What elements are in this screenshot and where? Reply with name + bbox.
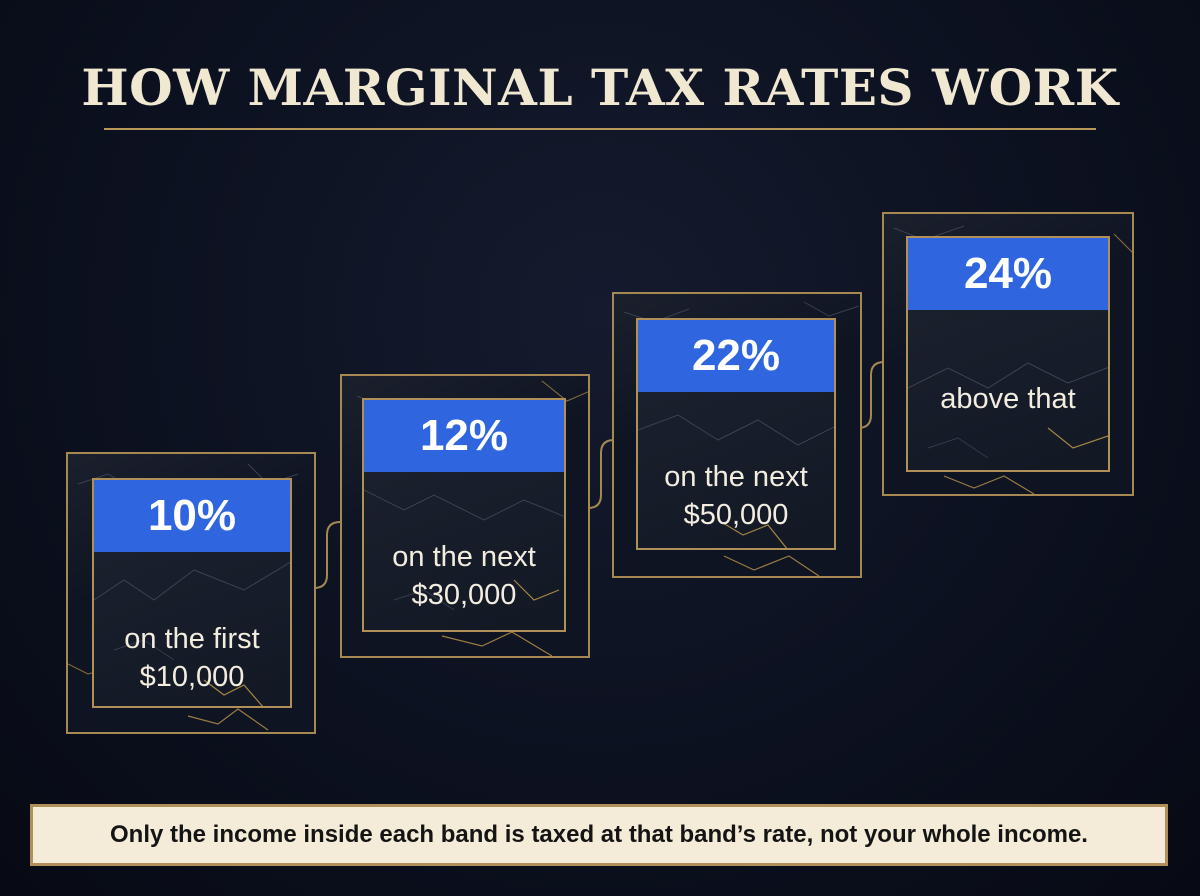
band-description-line-1: on the next bbox=[664, 461, 808, 493]
marble-texture bbox=[638, 414, 834, 548]
band-card-2: 12% on the next $30,000 bbox=[362, 398, 566, 632]
band-description-line-1: on the first bbox=[124, 623, 260, 655]
band-description: above that bbox=[908, 380, 1108, 418]
band-card-1: 10% on the first $10,000 bbox=[92, 478, 292, 708]
connector-2-3 bbox=[566, 439, 636, 509]
footer-note: Only the income inside each band is taxe… bbox=[30, 804, 1168, 866]
marble-texture bbox=[364, 489, 564, 611]
band-description: on the next $50,000 bbox=[638, 458, 834, 534]
connector-3-4 bbox=[836, 361, 906, 429]
marble-texture bbox=[908, 362, 1108, 459]
rate-label: 24% bbox=[908, 238, 1108, 310]
band-description-line-2: $10,000 bbox=[139, 661, 245, 693]
band-description: on the next $30,000 bbox=[364, 538, 564, 614]
connector-1-2 bbox=[292, 521, 362, 589]
band-description-line-2: $50,000 bbox=[683, 499, 789, 531]
band-description: on the first $10,000 bbox=[94, 620, 290, 696]
rate-label: 10% bbox=[94, 480, 290, 552]
marble-texture bbox=[94, 561, 290, 706]
band-description-line-1: above that bbox=[940, 383, 1076, 415]
band-card-3: 22% on the next $50,000 bbox=[636, 318, 836, 550]
band-card-4: 24% above that bbox=[906, 236, 1110, 472]
page-title: HOW MARGINAL TAX RATES WORK bbox=[81, 58, 1119, 117]
title-divider bbox=[104, 128, 1096, 130]
band-description-line-1: on the next bbox=[392, 541, 536, 573]
rate-label: 22% bbox=[638, 320, 834, 392]
rate-label: 12% bbox=[364, 400, 564, 472]
band-description-line-2: $30,000 bbox=[411, 579, 517, 611]
